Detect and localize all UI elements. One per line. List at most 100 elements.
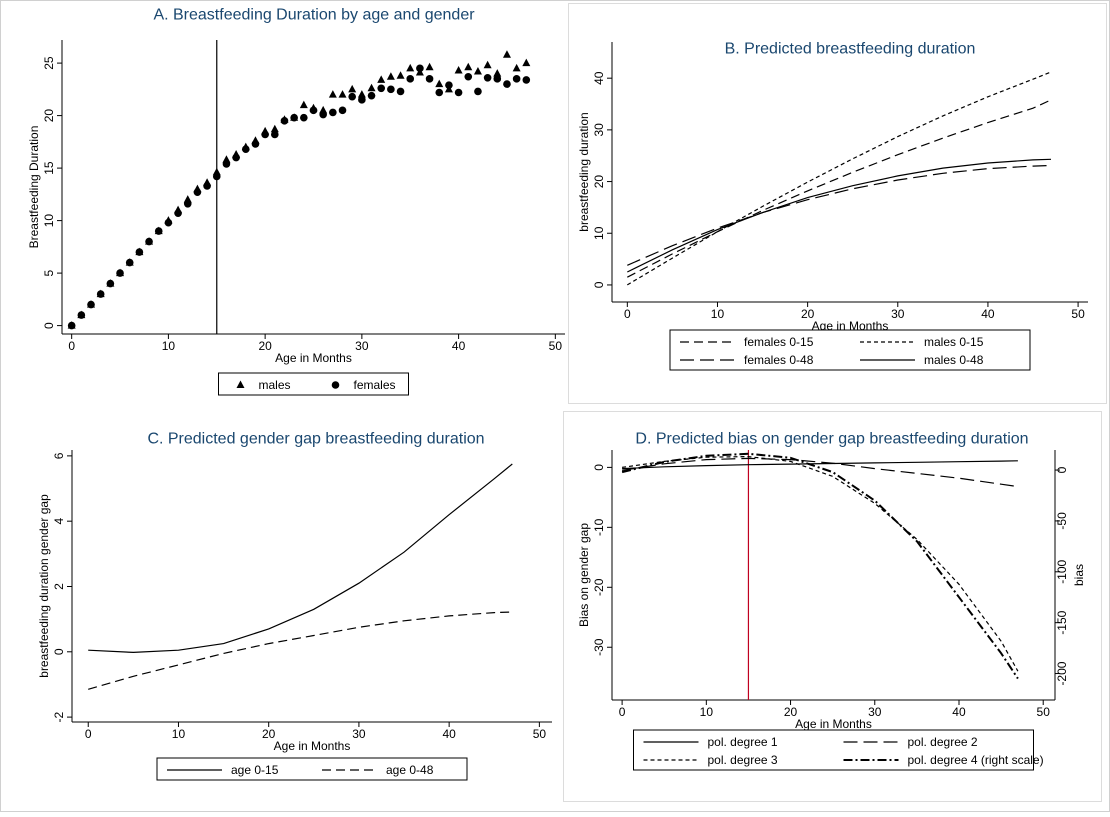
y-axis-title: breastfeeding duration [577,112,591,231]
point [396,87,405,96]
point [425,62,434,71]
point [454,65,463,74]
x-tick-label: 20 [801,307,815,321]
line-series [88,463,513,654]
legend-label: females 0-48 [744,353,814,367]
point [435,88,444,97]
point [493,69,502,77]
point [106,279,115,288]
y-tick-label: 40 [592,71,606,85]
y-axis-title: breastfeeding duration gender gap [37,494,51,678]
point [67,321,76,330]
line-series [627,99,1052,278]
point [396,71,405,79]
legend-label: pol. degree 1 [708,735,778,749]
y-tick-label: 5 [42,269,56,276]
point [338,106,347,115]
y-tick-label: 15 [42,161,56,175]
point [319,110,327,119]
point [483,74,492,82]
y-tick-label: 0 [592,464,606,471]
point [473,67,482,75]
legend-label: pol. degree 2 [908,735,978,749]
x-tick-label: 50 [533,727,547,741]
point [309,106,318,115]
x-tick-label: 30 [355,339,369,353]
line-series [88,611,513,690]
x-tick-label: 30 [891,307,905,321]
point [261,130,269,139]
point [406,63,415,72]
y-tick-label: 0 [592,281,606,288]
y2-tick-label: -50 [1055,512,1069,530]
x-tick-label: 50 [1037,705,1051,719]
legend-label: females [354,378,396,392]
point [454,88,463,97]
line-series [627,164,1052,266]
x-tick-label: 50 [549,339,563,353]
point [512,63,521,72]
point [174,209,182,218]
x-tick-label: 20 [258,339,272,353]
x-tick-label: 30 [868,705,882,719]
point [135,248,144,256]
point [164,218,173,227]
chart-title: A. Breastfeeding Duration by age and gen… [153,7,475,24]
y-tick-label: 10 [592,226,606,240]
point [212,172,221,181]
point [348,92,356,101]
x-axis-title: Age in Months [795,717,872,731]
point [87,300,95,309]
point [406,75,415,83]
point [367,91,376,100]
point [357,90,366,98]
point [145,237,153,246]
point [522,58,531,67]
y-tick-label: -2 [52,711,66,722]
legend-label: age 0-15 [231,763,279,777]
x-tick-label: 10 [711,307,725,321]
point [96,290,105,298]
point [300,113,308,122]
point [328,90,337,98]
point [290,113,298,122]
x-tick-label: 30 [352,727,366,741]
point [251,140,260,148]
point [280,117,289,125]
x-tick-label: 10 [172,727,186,741]
legend-marker [331,381,340,389]
point [203,182,211,190]
legend-label: males [259,378,291,392]
point [222,160,231,168]
point [154,227,163,235]
point [329,108,337,117]
x-axis-title: Age in Months [274,739,351,753]
y-tick-label: 4 [52,518,66,525]
x-axis-title: Age in Months [275,351,352,365]
point [522,76,531,84]
chart-title: C. Predicted gender gap breastfeeding du… [147,431,484,448]
point [503,80,511,88]
panel-border [568,3,1107,404]
x-tick-label: 0 [85,727,92,741]
legend-marker [236,380,245,388]
point [271,130,279,139]
point [338,90,347,98]
legend-box [669,329,1031,371]
line-series [622,457,1018,488]
y-tick-label: 0 [52,648,66,655]
legend-label: males 0-48 [924,353,984,367]
line-series [627,158,1052,273]
x-tick-label: 40 [981,307,995,321]
line-series [621,452,1019,680]
y-tick-label: -10 [592,518,606,536]
point [183,200,192,208]
point [493,75,502,83]
x-tick-label: 0 [619,705,626,719]
legend-box [218,372,409,396]
point [125,258,134,267]
point [299,100,308,109]
y2-tick-label: -100 [1055,559,1069,583]
y-tick-label: 20 [42,109,56,123]
